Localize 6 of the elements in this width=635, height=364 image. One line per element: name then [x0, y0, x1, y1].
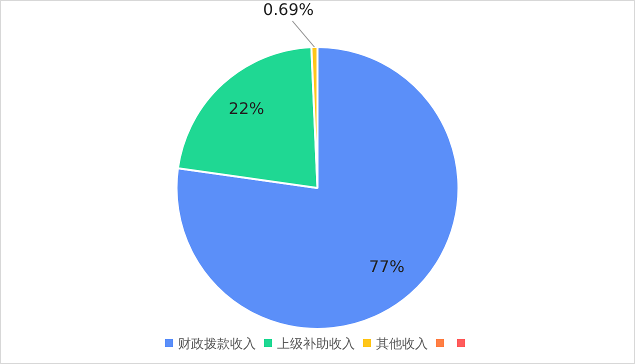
legend-label: 财政拨款收入: [177, 336, 256, 353]
legend-label: 上级补助收入: [276, 336, 355, 353]
data-label: 77%: [369, 257, 405, 276]
data-label: 22%: [228, 98, 264, 118]
legend-label: 其他收入: [375, 336, 428, 353]
data-label: 0.69%: [263, 0, 314, 20]
